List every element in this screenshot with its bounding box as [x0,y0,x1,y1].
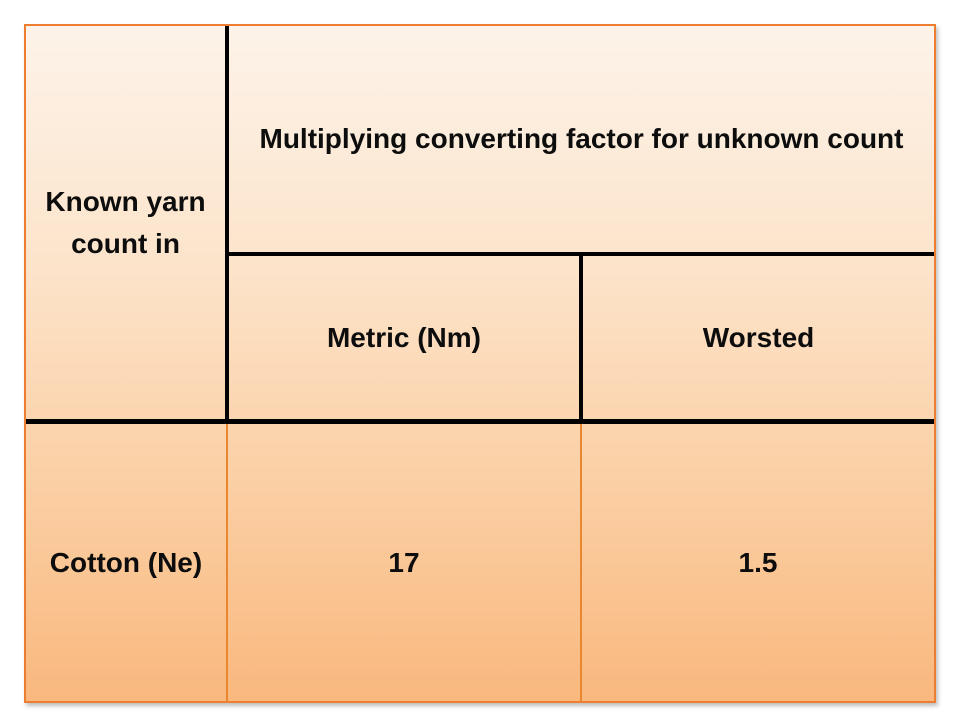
grid-line-vertical-header [225,26,229,419]
column-header-metric: Metric (Nm) [326,321,481,353]
column-group-header-multiplying-factor: Multiplying converting factor for unknow… [259,123,904,154]
thin-divider-col1 [226,424,228,701]
thin-divider-col2 [580,424,582,701]
cell-metric-factor-value: 17 [388,546,420,578]
row-header-cotton-ne: Cotton (Ne) [49,546,203,578]
cell-worsted-factor-value: 1.5 [738,546,778,578]
yarn-count-conversion-table: Known yarn count in Multiplying converti… [24,24,936,703]
grid-line-vertical-subheader [579,252,583,421]
grid-line-horizontal-body [26,419,934,424]
row-group-header-known-yarn-count: Known yarn count in [45,185,206,259]
column-header-worsted: Worsted [702,321,815,353]
